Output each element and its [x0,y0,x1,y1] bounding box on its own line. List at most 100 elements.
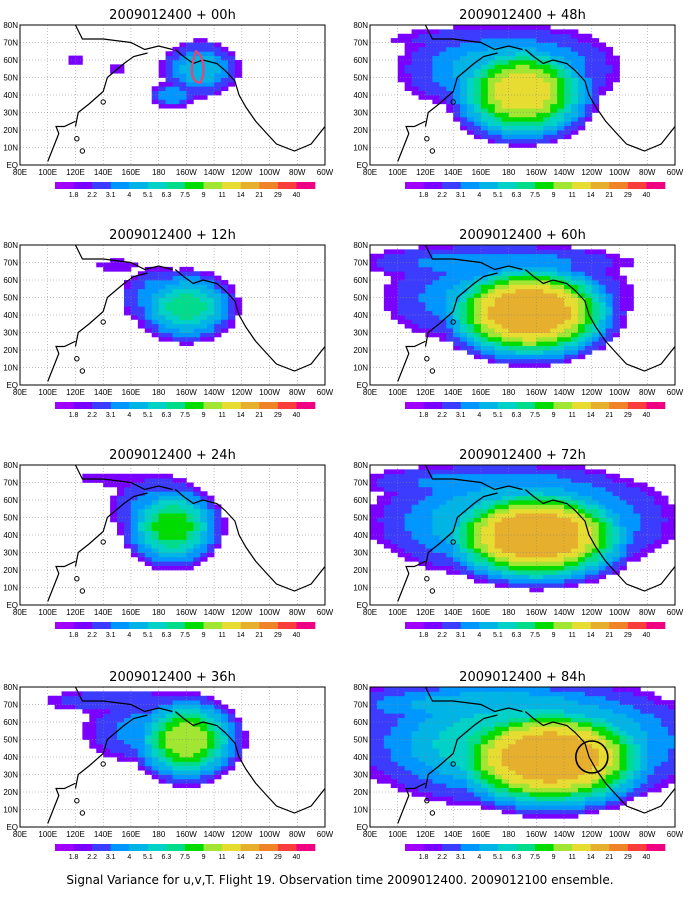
heatmap-cell [172,328,180,333]
x-tick-label: 160E [122,388,141,397]
heatmap-cell [577,38,586,43]
heatmap-cell [522,770,530,775]
heatmap-cell [633,539,641,545]
heatmap-cell [654,526,662,532]
heatmap-cell [571,752,579,758]
heatmap-cell [68,704,76,710]
heatmap-cell [214,526,222,532]
heatmap-cell [501,583,510,588]
heatmap-cell [529,561,537,567]
heatmap-cell [89,708,97,714]
heatmap-cell [522,143,530,148]
heatmap-cell [501,121,510,127]
heatmap-cell [439,691,447,697]
heatmap-cell [411,297,419,303]
heatmap-cell [411,704,419,710]
heatmap-cell [522,743,530,749]
heatmap-cell [467,121,475,127]
heatmap-cell [591,73,600,78]
coastline [397,120,426,162]
heatmap-cell [529,774,537,780]
heatmap-cell [612,293,620,298]
heatmap-cell [571,38,579,43]
heatmap-cell [473,81,482,87]
heatmap-cell [557,508,565,514]
heatmap-cell [543,805,551,810]
heatmap-cell [668,513,676,518]
heatmap-cell [200,42,208,48]
heatmap-cell [453,25,461,30]
heatmap-cell [207,770,215,775]
heatmap-cell [418,297,426,303]
heatmap-cell [68,60,76,65]
heatmap-cell [473,513,482,518]
heatmap-cell [89,743,97,749]
heatmap-cell [598,306,607,312]
heatmap-cell [612,60,620,65]
heatmap-cell [179,500,187,505]
heatmap-cell [633,526,641,532]
heatmap-cell [460,284,468,290]
heatmap-cell [172,491,180,497]
heatmap-cell [647,548,655,553]
heatmap-cell [158,539,166,545]
heatmap-cell [137,271,146,277]
heatmap-cell [446,288,454,294]
heatmap-cell [522,687,530,692]
heatmap-cell [460,491,468,497]
heatmap-cell [179,77,187,83]
heatmap-cell [179,730,187,736]
heatmap-cell [404,64,412,70]
heatmap-cell [515,245,523,250]
heatmap-cell [640,521,648,527]
heatmap-cell [515,38,523,43]
heatmap-cell [480,25,489,30]
heatmap-cell [418,262,426,268]
heatmap-cell [179,543,187,549]
coastline [47,782,76,824]
heatmap-cell [522,249,530,255]
heatmap-cell [460,116,468,122]
heatmap-cell [577,262,586,268]
heatmap-cell [453,717,461,723]
heatmap-cell [584,526,593,532]
heatmap-cell [612,266,620,272]
heatmap-cell [480,565,489,571]
heatmap-cell [584,482,593,488]
heatmap-cell [200,556,208,562]
heatmap-cell [453,535,461,540]
heatmap-cell [453,752,461,758]
heatmap-cell [172,495,180,501]
heatmap-cell [536,358,544,364]
heatmap-cell [376,504,385,510]
heatmap-cell [397,787,406,793]
heatmap-cell [383,271,392,277]
heatmap-cell [130,530,139,536]
heatmap-cell [144,271,153,277]
heatmap-cell [522,578,530,584]
heatmap-cell [508,565,516,571]
heatmap-cell [200,713,208,719]
heatmap-cell [137,713,146,719]
heatmap-cell [473,350,482,355]
heatmap-cell [591,526,600,532]
heatmap-cell [598,565,607,571]
heatmap-cell [144,275,153,281]
heatmap-cell [501,301,510,307]
heatmap-cell [439,552,447,558]
heatmap-cell [165,332,173,338]
heatmap-cell [494,473,503,479]
heatmap-cell [473,578,482,584]
heatmap-cell [508,25,516,30]
x-tick-label: 60W [317,830,334,839]
heatmap-cell [564,574,572,580]
heatmap-cell [661,521,669,527]
heatmap-cell [508,81,516,87]
heatmap-cell [439,323,447,329]
colorbar-tick-label: 29 [624,412,632,419]
heatmap-cell [425,787,433,793]
heatmap-cell [591,552,600,558]
heatmap-cell [473,116,482,122]
heatmap-cell [508,570,516,575]
heatmap-cell [446,262,454,268]
